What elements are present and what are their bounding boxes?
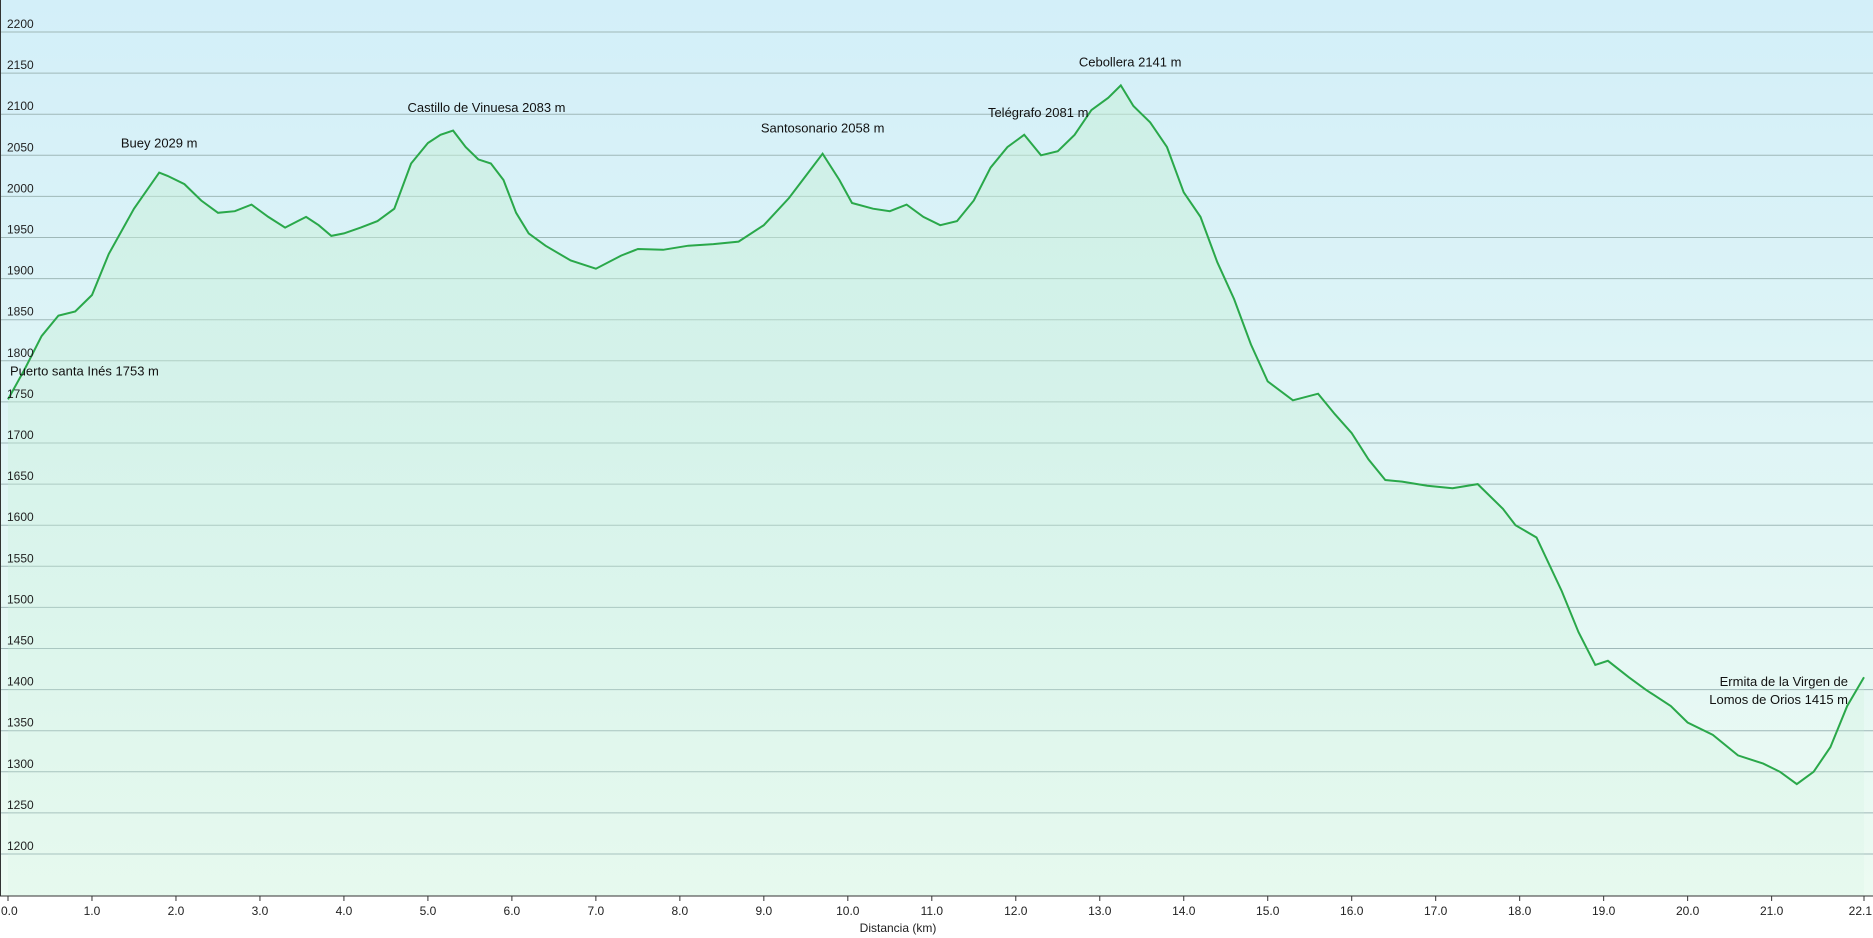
x-tick-label: 22.1	[1849, 904, 1873, 918]
y-tick-label: 1950	[7, 223, 34, 237]
y-tick-label: 1600	[7, 510, 34, 524]
peak-annotation: Cebollera 2141 m	[1079, 54, 1182, 69]
y-tick-label: 1900	[7, 264, 34, 278]
y-tick-label: 1750	[7, 387, 34, 401]
peak-annotation: Santosonario 2058 m	[761, 121, 885, 136]
x-tick-label: 19.0	[1592, 904, 1616, 918]
x-tick-label: 4.0	[336, 904, 353, 918]
peak-annotation: Lomos de Orios 1415 m	[1709, 692, 1848, 707]
x-tick-label: 7.0	[588, 904, 605, 918]
x-tick-label: 15.0	[1256, 904, 1280, 918]
y-tick-label: 2100	[7, 99, 34, 113]
peak-annotation: Telégrafo 2081 m	[988, 105, 1088, 120]
x-tick-label: 3.0	[252, 904, 269, 918]
x-tick-label: 9.0	[755, 904, 772, 918]
y-tick-label: 1850	[7, 305, 34, 319]
peak-annotation: Puerto santa Inés 1753 m	[10, 363, 159, 378]
x-tick-label: 0.0	[1, 904, 18, 918]
peak-annotation: Ermita de la Virgen de	[1720, 674, 1848, 689]
x-tick-label: 11.0	[921, 904, 944, 918]
x-tick-label: 8.0	[672, 904, 689, 918]
x-tick-label: 18.0	[1508, 904, 1532, 918]
y-tick-label: 1200	[7, 839, 34, 853]
x-tick-label: 16.0	[1340, 904, 1364, 918]
y-tick-label: 1300	[7, 757, 34, 771]
x-tick-label: 2.0	[168, 904, 185, 918]
peak-annotations: Puerto santa Inés 1753 m Buey 2029 m Casti…	[10, 54, 1848, 707]
y-tick-label: 1800	[7, 346, 34, 360]
x-tick-label: 5.0	[420, 904, 437, 918]
x-tick-label: 12.0	[1004, 904, 1028, 918]
y-tick-label: 1700	[7, 428, 34, 442]
x-tick-label: 20.0	[1676, 904, 1700, 918]
y-tick-labels: 1200 1250 1300 1350 1400 1450 1500 1550 1600 1650…	[7, 17, 34, 853]
y-tick-label: 2200	[7, 17, 34, 31]
x-tick-label: 6.0	[504, 904, 521, 918]
peak-annotation: Castillo de Vinuesa 2083 m	[407, 100, 565, 115]
y-tick-label: 1550	[7, 551, 34, 565]
x-tick-label: 17.0	[1424, 904, 1448, 918]
y-tick-label: 2000	[7, 181, 34, 195]
y-tick-label: 1250	[7, 798, 34, 812]
y-tick-label: 1450	[7, 634, 34, 648]
y-tick-label: 2150	[7, 58, 34, 72]
y-tick-label: 1650	[7, 469, 34, 483]
peak-annotation: Buey 2029 m	[121, 136, 198, 151]
x-tick-labels: 0.0 1.0 2.0 3.0 4.0 5.0 6.0 7.0 8.0 9.0 10.0 11.0 12…	[1, 896, 1872, 918]
x-tick-label: 10.0	[836, 904, 860, 918]
x-tick-label: 14.0	[1172, 904, 1196, 918]
elevation-line	[7, 83, 1865, 786]
x-tick-label: 13.0	[1088, 904, 1112, 918]
x-tick-label: 21.0	[1760, 904, 1784, 918]
elevation-area-fill	[8, 85, 1864, 896]
y-tick-label: 1350	[7, 716, 34, 730]
y-tick-label: 2050	[7, 140, 34, 154]
x-tick-label: 1.0	[84, 904, 101, 918]
y-tick-label: 1500	[7, 592, 34, 606]
x-axis-title: Distancia (km)	[860, 921, 937, 935]
y-tick-label: 1400	[7, 675, 34, 689]
